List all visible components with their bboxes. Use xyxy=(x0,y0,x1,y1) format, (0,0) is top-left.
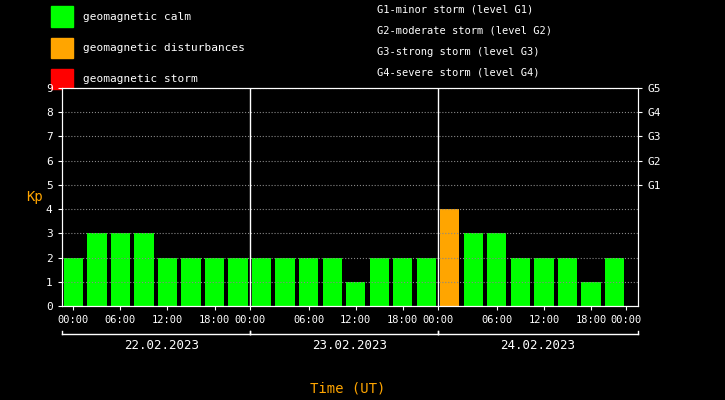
Bar xyxy=(534,258,554,306)
Bar xyxy=(228,258,248,306)
Bar xyxy=(51,38,72,58)
Bar xyxy=(346,282,365,306)
Bar xyxy=(558,258,577,306)
Bar xyxy=(87,233,107,306)
Text: geomagnetic storm: geomagnetic storm xyxy=(83,74,198,84)
Bar xyxy=(393,258,413,306)
Y-axis label: Kp: Kp xyxy=(26,190,43,204)
Bar xyxy=(276,258,295,306)
Bar xyxy=(323,258,341,306)
Bar xyxy=(51,69,72,89)
Bar xyxy=(581,282,600,306)
Bar xyxy=(51,6,72,27)
Text: G3-strong storm (level G3): G3-strong storm (level G3) xyxy=(377,46,539,56)
Text: geomagnetic calm: geomagnetic calm xyxy=(83,12,191,22)
Bar xyxy=(510,258,530,306)
Bar xyxy=(417,258,436,306)
Bar xyxy=(64,258,83,306)
Text: 24.02.2023: 24.02.2023 xyxy=(500,339,576,352)
Bar xyxy=(205,258,224,306)
Bar xyxy=(134,233,154,306)
Bar xyxy=(605,258,624,306)
Text: G5-extreme storm (level G5): G5-extreme storm (level G5) xyxy=(377,89,546,99)
Bar xyxy=(370,258,389,306)
Text: G4-severe storm (level G4): G4-severe storm (level G4) xyxy=(377,68,539,78)
Bar xyxy=(181,258,201,306)
Text: G1-minor storm (level G1): G1-minor storm (level G1) xyxy=(377,4,534,14)
Bar xyxy=(299,258,318,306)
Bar xyxy=(464,233,483,306)
Text: G2-moderate storm (level G2): G2-moderate storm (level G2) xyxy=(377,25,552,35)
Text: 22.02.2023: 22.02.2023 xyxy=(124,339,199,352)
Bar xyxy=(111,233,130,306)
Bar xyxy=(440,209,460,306)
Text: Time (UT): Time (UT) xyxy=(310,382,386,396)
Text: geomagnetic disturbances: geomagnetic disturbances xyxy=(83,43,245,53)
Bar xyxy=(158,258,177,306)
Bar xyxy=(487,233,507,306)
Text: 23.02.2023: 23.02.2023 xyxy=(312,339,387,352)
Bar xyxy=(252,258,271,306)
